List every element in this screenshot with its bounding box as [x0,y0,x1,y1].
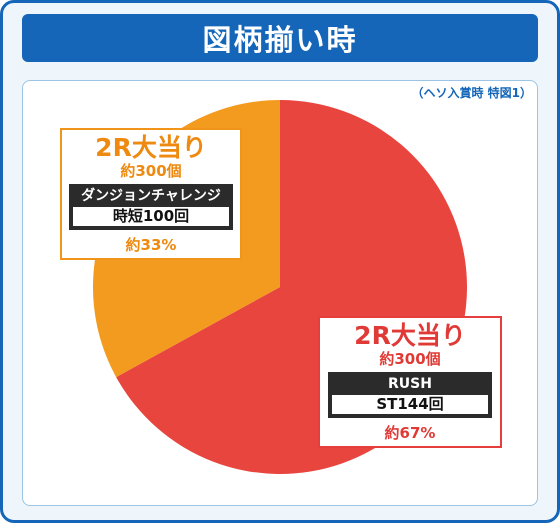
slice-mode: RUSH [388,376,432,392]
slice-mode: ダンジョンチャレンジ [81,188,221,204]
slice-title: 2R大当り [354,321,466,350]
slice-label-dungeon-challenge: 2R大当り 約300個 ダンジョンチャレンジ 時短100回 約33% [60,128,242,260]
slice-detail: ST144回 [332,395,488,414]
mode-box: RUSH ST144回 [328,372,492,418]
slice-percent: 約67% [384,424,436,442]
slice-payout: 約300個 [379,350,441,368]
chart-title: 図柄揃い時 [22,14,538,62]
slice-payout: 約300個 [120,162,182,180]
mode-box: ダンジョンチャレンジ 時短100回 [69,184,233,230]
chart-note: （ヘソ入賞時 特図1） [411,86,532,100]
slice-title: 2R大当り [95,133,207,162]
slice-label-rush: 2R大当り 約300個 RUSH ST144回 約67% [318,316,502,448]
slice-percent: 約33% [125,236,177,254]
slice-detail: 時短100回 [73,207,229,226]
